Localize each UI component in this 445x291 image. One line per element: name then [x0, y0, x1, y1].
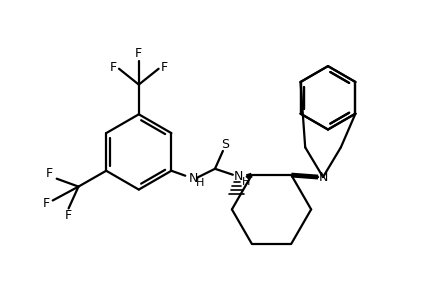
Text: N: N	[189, 172, 198, 185]
Text: H: H	[196, 178, 204, 188]
Text: F: F	[161, 61, 168, 74]
Text: N: N	[318, 171, 328, 184]
Text: H: H	[242, 177, 250, 187]
Text: F: F	[65, 209, 72, 222]
Text: S: S	[221, 138, 229, 150]
Text: F: F	[109, 61, 117, 74]
Text: F: F	[135, 47, 142, 61]
Text: N: N	[234, 170, 243, 183]
Text: F: F	[46, 167, 53, 180]
Text: F: F	[43, 197, 50, 210]
